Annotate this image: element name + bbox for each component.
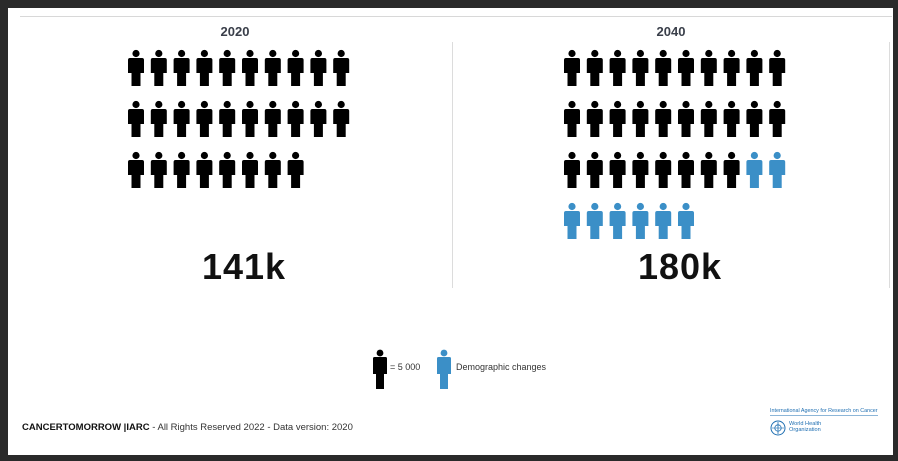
- demographic-person-icon: [609, 202, 626, 239]
- person-icon: [723, 151, 740, 188]
- person-icon: [333, 100, 350, 137]
- footer: CANCERTOMORROW |IARC - All Rights Reserv…: [22, 422, 353, 433]
- person-icon: [173, 151, 190, 188]
- person-icon: [700, 49, 717, 86]
- person-icon: [564, 49, 580, 86]
- person-icon: [632, 151, 649, 188]
- person-icon: [173, 100, 190, 137]
- panel-divider-right: [889, 42, 890, 288]
- person-icon: [150, 49, 167, 86]
- year-label-2040: 2040: [656, 24, 686, 39]
- person-icon: [655, 151, 672, 188]
- person-icon: [632, 100, 649, 137]
- person-icon: [564, 151, 580, 188]
- person-icon: [196, 100, 213, 137]
- person-icon: [655, 100, 672, 137]
- chart-frame: 2020 2040 141k 180k = 5 000 Demographic …: [8, 8, 893, 455]
- footer-text: - All Rights Reserved 2022 - Data versio…: [149, 422, 353, 433]
- person-icon: [310, 49, 327, 86]
- org-logos: International Agency for Research on Can…: [770, 408, 888, 442]
- person-icon: [723, 100, 740, 137]
- person-icon: [586, 151, 603, 188]
- person-icon: [655, 49, 672, 86]
- person-icon: [609, 151, 626, 188]
- iarc-name: International Agency for Research on Can…: [770, 408, 878, 416]
- footer-brand: CANCERTOMORROW |IARC: [22, 422, 150, 433]
- pictograph-area: [128, 49, 786, 239]
- person-icon: [333, 49, 350, 86]
- legend-label-unit: = 5 000: [390, 362, 421, 372]
- person-icon: [632, 49, 649, 86]
- person-icon: [769, 100, 786, 137]
- legend-black-person-icon: [373, 349, 387, 389]
- panel-divider: [452, 42, 453, 288]
- who-name: World Health Organization: [789, 421, 822, 433]
- year-label-2020: 2020: [220, 24, 250, 39]
- person-icon: [678, 100, 694, 137]
- person-icon: [128, 49, 144, 86]
- person-icon: [264, 49, 281, 86]
- demographic-person-icon: [586, 202, 603, 239]
- demographic-person-icon: [655, 202, 672, 239]
- person-icon: [128, 151, 144, 188]
- person-icon: [287, 151, 304, 188]
- demographic-person-icon: [632, 202, 649, 239]
- person-icon: [196, 151, 213, 188]
- person-icon: [219, 49, 236, 86]
- person-icon: [769, 49, 786, 86]
- demographic-person-icon: [746, 151, 763, 188]
- person-icon: [746, 100, 763, 137]
- legend-blue-person-icon: [437, 349, 451, 389]
- person-icon: [746, 49, 763, 86]
- person-icon: [678, 151, 694, 188]
- legend: = 5 000 Demographic changes: [370, 349, 570, 389]
- person-icon: [310, 100, 327, 137]
- person-icon: [128, 100, 144, 137]
- person-icon: [219, 100, 236, 137]
- person-icon: [196, 49, 213, 86]
- person-icon: [219, 151, 236, 188]
- person-icon: [723, 49, 740, 86]
- person-icon: [564, 100, 580, 137]
- person-icon: [287, 49, 304, 86]
- legend-label-demographic: Demographic changes: [456, 362, 547, 372]
- person-icon: [242, 49, 258, 86]
- demographic-person-icon: [678, 202, 694, 239]
- demographic-person-icon: [769, 151, 786, 188]
- person-icon: [700, 151, 717, 188]
- who-emblem-icon: [770, 420, 786, 436]
- person-icon: [242, 100, 258, 137]
- person-icon: [173, 49, 190, 86]
- person-icon: [150, 100, 167, 137]
- demographic-person-icon: [564, 202, 580, 239]
- person-icon: [678, 49, 694, 86]
- top-rule: [20, 16, 892, 17]
- person-icon: [264, 151, 281, 188]
- person-icon: [700, 100, 717, 137]
- person-icon: [586, 100, 603, 137]
- total-2040: 180k: [637, 246, 723, 287]
- person-icon: [609, 100, 626, 137]
- person-icon: [586, 49, 603, 86]
- total-2020: 141k: [201, 246, 287, 287]
- person-icon: [264, 100, 281, 137]
- person-icon: [287, 100, 304, 137]
- person-icon: [609, 49, 626, 86]
- person-icon: [242, 151, 258, 188]
- person-icon: [150, 151, 167, 188]
